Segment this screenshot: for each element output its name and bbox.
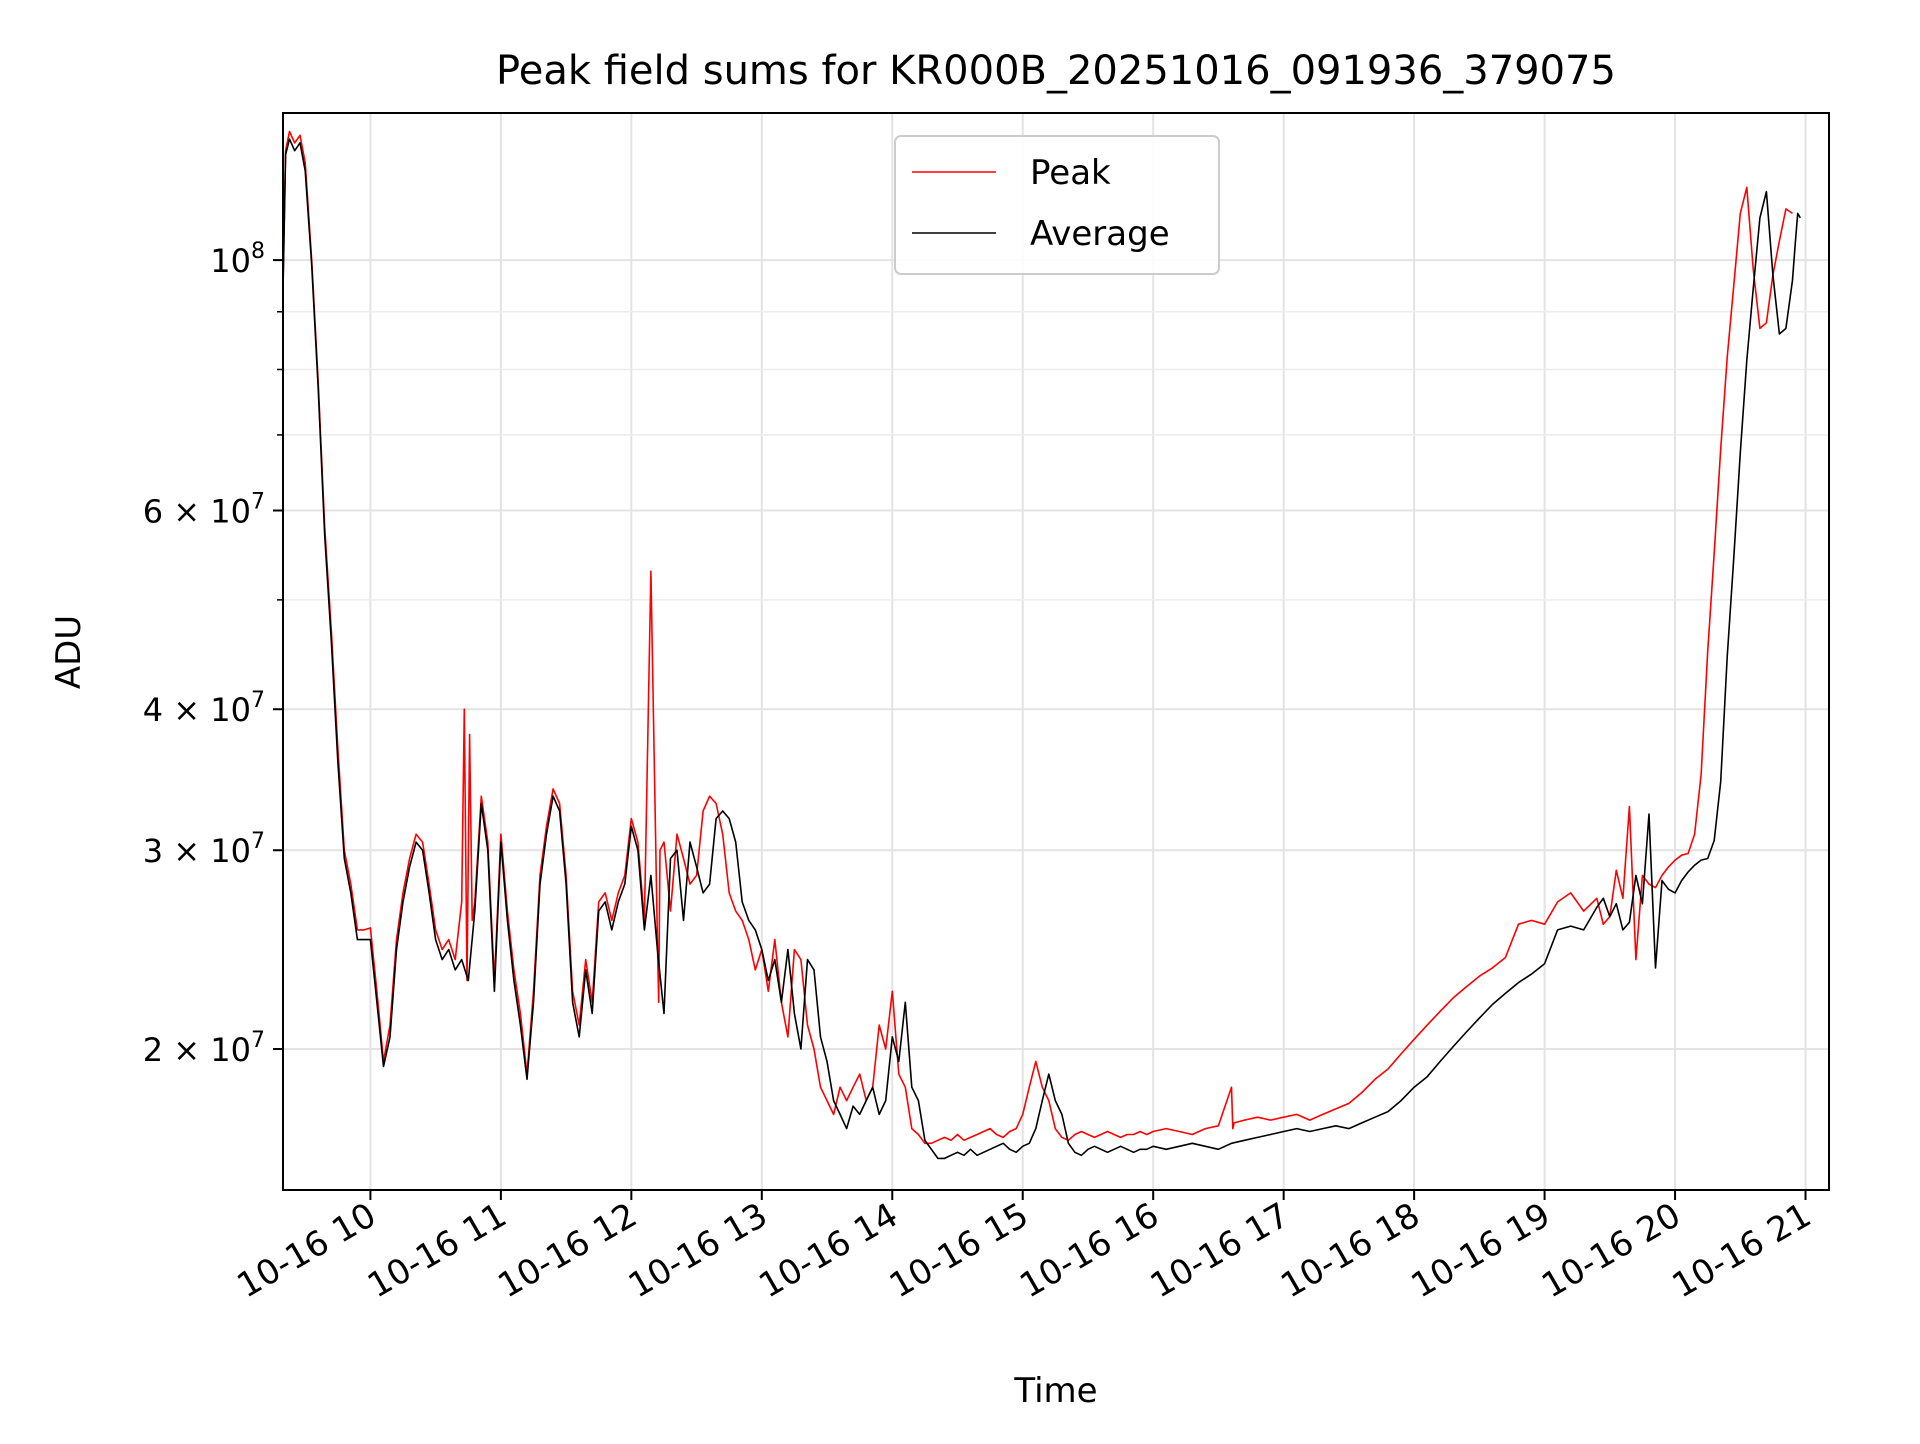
series-lines — [282, 130, 1801, 1160]
legend-label-average: Average — [1030, 214, 1170, 254]
y-tick-label: 2 × 107 — [143, 1028, 265, 1069]
y-tick-label: 4 × 107 — [143, 688, 265, 729]
y-tick-label: 3 × 107 — [143, 829, 265, 870]
y-tick-label-base: 4 × 10 — [143, 691, 251, 729]
y-axis-label: ADU — [49, 615, 89, 689]
y-tick-label-exponent: 7 — [251, 489, 265, 514]
legend: Peak Average — [894, 135, 1220, 275]
series-line-average — [282, 138, 1801, 1160]
y-tick-label-base: 10 — [210, 242, 251, 280]
y-tick-label-exponent: 7 — [251, 1028, 265, 1053]
grid — [283, 113, 1829, 1190]
y-tick-label-exponent: 8 — [251, 239, 265, 264]
y-tick-label-exponent: 7 — [251, 688, 265, 713]
x-axis-label: Time — [1013, 1371, 1097, 1411]
chart-title: Peak field sums for KR000B_20251016_0919… — [496, 48, 1616, 94]
y-tick-label-base: 2 × 10 — [143, 1031, 251, 1069]
axis-ticks — [273, 259, 1807, 1200]
plot-frame — [282, 112, 1830, 1191]
legend-box — [894, 135, 1220, 275]
y-tick-label-base: 6 × 10 — [143, 492, 251, 530]
y-tick-label: 6 × 107 — [143, 489, 265, 530]
y-tick-label: 108 — [210, 239, 265, 280]
legend-label-peak: Peak — [1030, 153, 1111, 193]
y-tick-label-base: 3 × 10 — [143, 832, 251, 870]
y-tick-label-exponent: 7 — [251, 829, 265, 854]
